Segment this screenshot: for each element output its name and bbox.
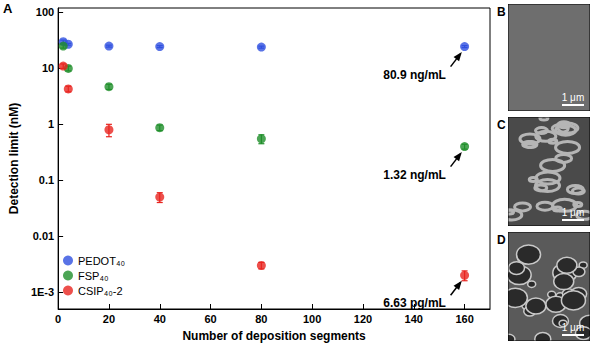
svg-text:100: 100: [303, 313, 321, 325]
svg-text:1E-3: 1E-3: [31, 286, 54, 298]
svg-text:100: 100: [36, 6, 54, 18]
svg-text:20: 20: [103, 313, 115, 325]
svg-text:80: 80: [255, 313, 267, 325]
svg-text:D: D: [497, 233, 506, 247]
svg-text:FSP₄₀: FSP₄₀: [78, 270, 108, 282]
svg-text:140: 140: [405, 313, 423, 325]
svg-text:1.32 ng/mL: 1.32 ng/mL: [383, 168, 446, 182]
svg-text:0.01: 0.01: [33, 230, 54, 242]
svg-text:0.1: 0.1: [39, 174, 54, 186]
svg-text:1 μm: 1 μm: [562, 322, 584, 333]
svg-text:40: 40: [154, 313, 166, 325]
svg-text:C: C: [497, 118, 506, 132]
svg-text:60: 60: [204, 313, 216, 325]
svg-text:120: 120: [354, 313, 372, 325]
svg-text:1: 1: [48, 118, 54, 130]
svg-text:10: 10: [42, 62, 54, 74]
svg-text:0: 0: [55, 313, 61, 325]
svg-text:1 μm: 1 μm: [562, 207, 584, 218]
svg-text:B: B: [497, 5, 506, 19]
svg-text:A: A: [3, 1, 13, 16]
svg-text:PEDOT₄₀: PEDOT₄₀: [78, 255, 125, 267]
svg-text:6.63 pg/mL: 6.63 pg/mL: [383, 296, 446, 310]
svg-text:CSIP₄₀-2: CSIP₄₀-2: [78, 285, 123, 297]
svg-text:Number of deposition segments: Number of deposition segments: [182, 329, 366, 343]
svg-text:160: 160: [455, 313, 473, 325]
svg-text:1 μm: 1 μm: [562, 92, 584, 103]
svg-text:80.9 ng/mL: 80.9 ng/mL: [383, 68, 446, 82]
svg-text:Detection limit (nM): Detection limit (nM): [7, 103, 21, 214]
